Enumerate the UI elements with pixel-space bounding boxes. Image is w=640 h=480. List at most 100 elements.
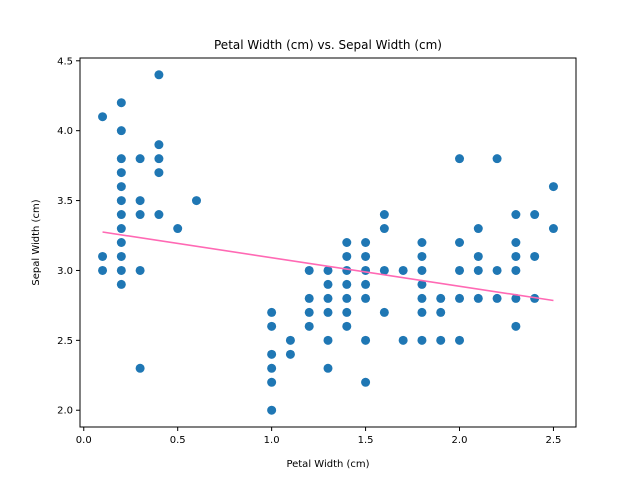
data-point — [455, 154, 465, 164]
y-axis-label: Sepal Width (cm) — [31, 199, 42, 285]
data-point — [116, 98, 126, 108]
data-point — [154, 210, 164, 220]
y-tick-label: 4.5 — [57, 56, 73, 67]
data-point — [511, 265, 521, 275]
data-point — [417, 335, 427, 345]
data-point — [492, 265, 502, 275]
data-point — [361, 265, 371, 275]
data-point — [511, 238, 521, 247]
data-point — [473, 224, 483, 234]
data-point — [455, 293, 465, 303]
trend-layer — [102, 231, 554, 302]
data-point — [511, 293, 521, 303]
data-point — [379, 307, 389, 317]
data-point — [342, 265, 352, 275]
data-point — [379, 210, 389, 220]
data-point — [116, 168, 126, 178]
data-point — [323, 307, 333, 317]
data-point — [417, 279, 427, 289]
y-tick-label: 2.5 — [57, 336, 73, 347]
data-point — [116, 210, 126, 220]
x-tick-label: 2.0 — [452, 435, 468, 446]
data-point — [154, 154, 164, 164]
data-point — [267, 321, 277, 331]
data-point — [342, 321, 352, 331]
data-point — [436, 293, 446, 303]
data-point — [323, 293, 333, 303]
data-point — [267, 405, 277, 415]
data-point — [116, 224, 126, 234]
data-point — [398, 335, 408, 345]
data-point — [530, 251, 540, 261]
data-point — [361, 251, 371, 261]
x-tick-label: 2.5 — [546, 435, 562, 446]
data-point — [417, 265, 427, 275]
data-point — [116, 251, 126, 261]
data-point — [116, 238, 126, 247]
data-point — [267, 349, 277, 359]
data-point — [154, 70, 164, 80]
data-point — [436, 335, 446, 345]
data-point — [473, 251, 483, 261]
chart-title: Petal Width (cm) vs. Sepal Width (cm) — [214, 38, 442, 52]
data-point — [135, 210, 145, 220]
y-axis: 2.0 2.5 3.0 3.5 4.0 4.5 — [57, 56, 80, 417]
data-point — [361, 335, 371, 345]
data-point — [511, 251, 521, 261]
x-axis: 0.0 0.5 1.0 1.5 2.0 2.5 — [76, 427, 562, 446]
data-point — [154, 168, 164, 178]
data-point — [267, 377, 277, 387]
data-point — [98, 265, 108, 275]
data-point — [285, 335, 295, 345]
data-point — [323, 335, 333, 345]
data-point — [98, 112, 108, 122]
data-point — [417, 251, 427, 261]
data-point — [116, 154, 126, 164]
data-point — [342, 307, 352, 317]
data-point — [304, 293, 314, 303]
data-point — [417, 293, 427, 303]
y-tick-label: 4.0 — [57, 126, 73, 137]
data-point — [379, 265, 389, 275]
data-point — [323, 363, 333, 373]
data-point — [116, 126, 126, 136]
data-point — [361, 279, 371, 289]
x-tick-label: 1.0 — [264, 435, 280, 446]
data-point — [304, 321, 314, 331]
y-tick-label: 3.0 — [57, 266, 73, 277]
data-point — [455, 265, 465, 275]
data-point — [455, 238, 465, 247]
data-point — [304, 265, 314, 275]
data-point — [98, 251, 108, 261]
trend-line — [102, 231, 554, 302]
data-point — [267, 307, 277, 317]
data-point — [436, 307, 446, 317]
x-tick-label: 1.5 — [358, 435, 374, 446]
data-point — [417, 307, 427, 317]
data-point — [116, 265, 126, 275]
data-point — [135, 265, 145, 275]
data-point — [548, 182, 558, 192]
data-point — [267, 363, 277, 373]
x-tick-label: 0.5 — [170, 435, 186, 446]
data-point — [361, 238, 371, 247]
x-tick-label: 0.0 — [76, 435, 92, 446]
data-point — [379, 224, 389, 234]
data-point — [342, 279, 352, 289]
data-point — [548, 224, 558, 234]
data-point — [530, 210, 540, 220]
data-point — [473, 293, 483, 303]
data-point — [511, 321, 521, 331]
data-point — [154, 140, 164, 150]
data-point — [455, 335, 465, 345]
data-point — [511, 210, 521, 220]
data-point — [398, 265, 408, 275]
y-tick-label: 2.0 — [57, 406, 73, 417]
data-point — [417, 238, 427, 247]
data-point — [473, 265, 483, 275]
data-point — [342, 251, 352, 261]
data-point — [361, 293, 371, 303]
data-point — [342, 293, 352, 303]
